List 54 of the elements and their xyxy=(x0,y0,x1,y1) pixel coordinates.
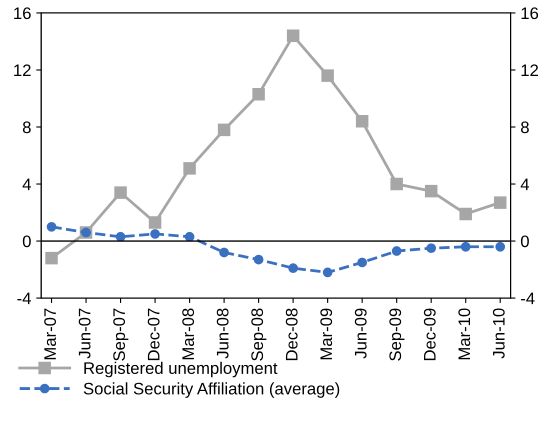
point xyxy=(148,216,162,229)
x-tick-label: Mar-10 xyxy=(458,308,470,360)
point xyxy=(114,186,127,199)
point xyxy=(184,232,194,242)
x-tick-label: Dec-09 xyxy=(424,308,436,360)
point xyxy=(321,69,334,82)
point xyxy=(424,184,438,198)
y-tick-label: -4 xyxy=(17,292,31,304)
y2-tick-label: 4 xyxy=(520,178,530,190)
point xyxy=(357,258,368,268)
point xyxy=(288,263,298,274)
y2-tick-label: 8 xyxy=(521,121,529,134)
point xyxy=(219,248,229,258)
point xyxy=(494,196,506,209)
x-tick-label: Jun-08 xyxy=(216,308,229,358)
legend-label: Registered unemployment xyxy=(84,362,278,378)
point xyxy=(45,252,58,264)
point xyxy=(286,30,300,42)
point xyxy=(356,115,368,128)
y-tick-label: 16 xyxy=(14,7,31,20)
x-tick-label: Mar-08 xyxy=(182,308,194,360)
point xyxy=(460,242,471,252)
point xyxy=(426,243,436,254)
point xyxy=(322,268,333,278)
x-tick-label: Sep-07 xyxy=(113,308,128,361)
point xyxy=(252,88,265,100)
point xyxy=(150,229,160,239)
x-tick-label: Mar-09 xyxy=(320,308,332,360)
y2-tick-label: 0 xyxy=(520,235,529,248)
x-tick-label: Sep-09 xyxy=(389,308,404,361)
point xyxy=(392,246,402,256)
point xyxy=(116,232,126,242)
x-tick-label: Jun-09 xyxy=(354,308,367,358)
point xyxy=(495,242,506,252)
y2-tick-label: 12 xyxy=(522,64,538,76)
y-tick-label: 0 xyxy=(22,235,31,248)
point xyxy=(254,254,264,264)
y-tick-label: 8 xyxy=(22,121,31,134)
x-tick-label: Jun-07 xyxy=(78,308,91,358)
x-tick-label: Mar-07 xyxy=(44,308,56,360)
y-tick-label: 12 xyxy=(14,64,31,76)
point xyxy=(218,124,230,136)
x-tick-label: Dec-07 xyxy=(148,308,160,360)
x-tick-label: Sep-08 xyxy=(251,308,266,361)
y2-tick-label: -4 xyxy=(521,292,535,304)
y2-tick-label: 16 xyxy=(522,7,538,20)
legend-label: Social Security Affiliation (average) xyxy=(84,382,340,398)
point xyxy=(46,222,56,232)
point xyxy=(183,162,196,175)
point xyxy=(459,208,472,220)
y-tick-label: 4 xyxy=(22,178,31,190)
point xyxy=(390,178,403,190)
x-tick-label: Dec-08 xyxy=(286,308,298,360)
x-tick-label: Jun-10 xyxy=(492,308,505,358)
